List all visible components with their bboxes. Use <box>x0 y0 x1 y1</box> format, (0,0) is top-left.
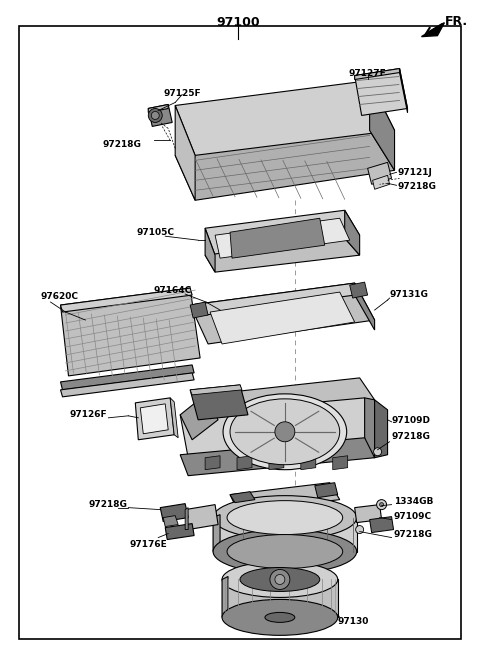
Text: 97164C: 97164C <box>153 286 192 295</box>
Polygon shape <box>374 400 387 458</box>
Polygon shape <box>355 68 408 116</box>
Text: 97109C: 97109C <box>394 512 432 520</box>
Circle shape <box>377 499 386 510</box>
Polygon shape <box>269 456 284 470</box>
Polygon shape <box>185 508 188 530</box>
Ellipse shape <box>227 501 343 535</box>
Polygon shape <box>213 514 220 551</box>
Text: 97100: 97100 <box>216 16 260 29</box>
Polygon shape <box>170 398 178 438</box>
Polygon shape <box>350 282 368 298</box>
Text: 97130: 97130 <box>338 618 369 626</box>
Polygon shape <box>60 365 194 390</box>
Polygon shape <box>190 283 374 344</box>
Polygon shape <box>421 22 444 37</box>
Polygon shape <box>372 175 390 189</box>
Text: 97127F: 97127F <box>349 68 386 78</box>
Ellipse shape <box>222 599 338 635</box>
Polygon shape <box>140 404 168 434</box>
Polygon shape <box>190 283 355 317</box>
Polygon shape <box>315 483 338 497</box>
Polygon shape <box>370 516 394 533</box>
Text: 97218G: 97218G <box>394 530 432 539</box>
Circle shape <box>380 503 384 507</box>
Polygon shape <box>135 398 174 440</box>
Polygon shape <box>205 228 215 272</box>
Polygon shape <box>399 68 408 112</box>
Text: 97131G: 97131G <box>390 290 429 299</box>
Polygon shape <box>355 283 374 330</box>
Polygon shape <box>230 218 325 258</box>
Polygon shape <box>213 518 357 551</box>
Text: 97620C: 97620C <box>41 292 79 301</box>
Polygon shape <box>222 576 228 618</box>
Text: 97109D: 97109D <box>392 416 431 425</box>
Text: 97105C: 97105C <box>136 228 174 237</box>
Polygon shape <box>175 106 195 200</box>
Polygon shape <box>175 81 395 155</box>
Polygon shape <box>365 398 374 458</box>
Circle shape <box>148 108 162 122</box>
Ellipse shape <box>222 562 338 597</box>
Polygon shape <box>205 456 220 470</box>
Polygon shape <box>222 579 338 618</box>
Polygon shape <box>237 456 252 470</box>
Polygon shape <box>148 104 168 112</box>
Polygon shape <box>210 292 355 344</box>
Polygon shape <box>190 302 208 318</box>
Polygon shape <box>165 524 194 539</box>
Circle shape <box>151 112 159 120</box>
Circle shape <box>270 570 290 589</box>
FancyBboxPatch shape <box>19 26 461 639</box>
Text: 97176E: 97176E <box>130 539 167 549</box>
Polygon shape <box>215 218 350 258</box>
Ellipse shape <box>265 612 295 622</box>
Polygon shape <box>355 68 399 79</box>
Polygon shape <box>301 456 316 470</box>
Ellipse shape <box>240 568 320 591</box>
Ellipse shape <box>223 394 347 470</box>
Polygon shape <box>230 491 255 503</box>
Polygon shape <box>355 505 382 522</box>
Polygon shape <box>60 373 194 397</box>
Circle shape <box>356 526 364 533</box>
Polygon shape <box>163 516 178 526</box>
Text: 97126F: 97126F <box>70 410 107 419</box>
Polygon shape <box>205 210 360 255</box>
Polygon shape <box>148 104 172 126</box>
Text: 97125F: 97125F <box>163 89 201 97</box>
Polygon shape <box>180 398 374 458</box>
Polygon shape <box>60 288 200 376</box>
Ellipse shape <box>213 530 357 574</box>
Ellipse shape <box>213 495 357 539</box>
Text: FR.: FR. <box>444 14 468 28</box>
Polygon shape <box>205 378 374 420</box>
Text: 97218G: 97218G <box>103 141 142 149</box>
Text: 1334GB: 1334GB <box>394 497 433 506</box>
Text: 97218G: 97218G <box>397 182 436 191</box>
Text: 97121J: 97121J <box>397 168 432 177</box>
Text: 97218G: 97218G <box>392 432 431 441</box>
Polygon shape <box>370 81 395 170</box>
Polygon shape <box>185 505 218 530</box>
Polygon shape <box>190 385 242 395</box>
Circle shape <box>275 422 295 442</box>
Polygon shape <box>180 438 374 476</box>
Polygon shape <box>190 385 248 420</box>
Polygon shape <box>333 456 348 470</box>
Text: 97218G: 97218G <box>89 499 128 509</box>
Polygon shape <box>368 162 392 185</box>
Polygon shape <box>180 395 218 440</box>
Polygon shape <box>230 483 340 512</box>
Circle shape <box>275 574 285 585</box>
Polygon shape <box>175 131 395 200</box>
Circle shape <box>373 448 382 456</box>
Polygon shape <box>160 504 188 522</box>
Ellipse shape <box>227 535 343 568</box>
Polygon shape <box>60 288 192 312</box>
Polygon shape <box>345 210 360 255</box>
Ellipse shape <box>230 399 340 464</box>
Polygon shape <box>205 238 360 272</box>
